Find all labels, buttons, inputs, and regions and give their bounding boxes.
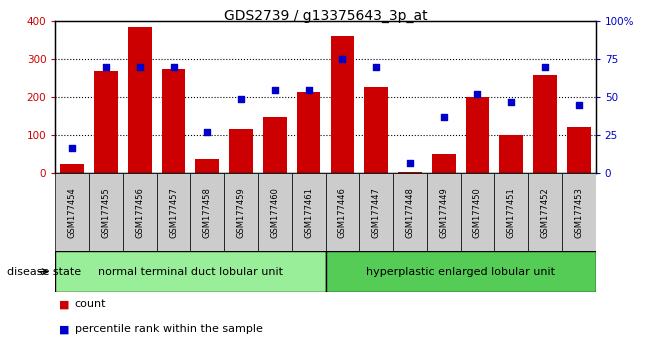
- Point: [405, 160, 415, 166]
- Text: GSM177455: GSM177455: [102, 187, 111, 238]
- Point: [101, 64, 111, 70]
- Point: [202, 130, 212, 135]
- Bar: [494, 173, 528, 251]
- Text: GSM177446: GSM177446: [338, 187, 347, 238]
- Bar: [292, 173, 326, 251]
- Text: ■: ■: [59, 324, 69, 334]
- Point: [236, 96, 246, 102]
- Text: GSM177449: GSM177449: [439, 187, 448, 238]
- Text: disease state: disease state: [7, 267, 81, 277]
- Bar: [398, 172, 422, 173]
- Text: normal terminal duct lobular unit: normal terminal duct lobular unit: [98, 267, 283, 277]
- Text: GSM177454: GSM177454: [68, 187, 77, 238]
- Bar: [94, 71, 118, 173]
- Text: GSM177458: GSM177458: [203, 187, 212, 238]
- Bar: [359, 173, 393, 251]
- Bar: [393, 173, 427, 251]
- Point: [337, 57, 348, 62]
- Text: GSM177448: GSM177448: [406, 187, 415, 238]
- Text: GSM177461: GSM177461: [304, 187, 313, 238]
- Text: GSM177459: GSM177459: [236, 187, 245, 238]
- Bar: [61, 164, 84, 173]
- Point: [135, 64, 145, 70]
- Bar: [432, 154, 456, 173]
- Bar: [55, 173, 89, 251]
- Bar: [161, 69, 186, 173]
- Point: [270, 87, 280, 93]
- Text: GSM177450: GSM177450: [473, 187, 482, 238]
- Point: [371, 64, 381, 70]
- Point: [169, 64, 179, 70]
- Bar: [123, 173, 157, 251]
- Text: GSM177457: GSM177457: [169, 187, 178, 238]
- Text: GDS2739 / g13375643_3p_at: GDS2739 / g13375643_3p_at: [224, 9, 427, 23]
- Bar: [567, 127, 590, 173]
- Text: ■: ■: [59, 299, 69, 309]
- Point: [303, 87, 314, 93]
- Bar: [258, 173, 292, 251]
- Bar: [562, 173, 596, 251]
- Text: GSM177453: GSM177453: [574, 187, 583, 238]
- Bar: [326, 173, 359, 251]
- Text: percentile rank within the sample: percentile rank within the sample: [75, 324, 263, 334]
- Bar: [128, 27, 152, 173]
- Bar: [427, 173, 461, 251]
- Bar: [331, 36, 354, 173]
- Text: GSM177452: GSM177452: [540, 187, 549, 238]
- Text: hyperplastic enlarged lobular unit: hyperplastic enlarged lobular unit: [366, 267, 555, 277]
- Text: GSM177460: GSM177460: [270, 187, 279, 238]
- Bar: [89, 173, 123, 251]
- Text: count: count: [75, 299, 106, 309]
- Bar: [263, 117, 286, 173]
- Bar: [533, 75, 557, 173]
- Bar: [229, 129, 253, 173]
- Bar: [326, 251, 596, 292]
- Bar: [465, 97, 490, 173]
- Bar: [195, 159, 219, 173]
- Bar: [224, 173, 258, 251]
- Text: GSM177451: GSM177451: [506, 187, 516, 238]
- Bar: [297, 92, 320, 173]
- Point: [472, 91, 482, 97]
- Point: [540, 64, 550, 70]
- Bar: [365, 87, 388, 173]
- Point: [506, 99, 516, 105]
- Point: [439, 114, 449, 120]
- Point: [574, 102, 584, 108]
- Bar: [499, 135, 523, 173]
- Bar: [157, 173, 191, 251]
- Text: GSM177447: GSM177447: [372, 187, 381, 238]
- Text: GSM177456: GSM177456: [135, 187, 145, 238]
- Bar: [55, 251, 325, 292]
- Bar: [191, 173, 224, 251]
- Point: [67, 145, 77, 150]
- Bar: [528, 173, 562, 251]
- Bar: [461, 173, 494, 251]
